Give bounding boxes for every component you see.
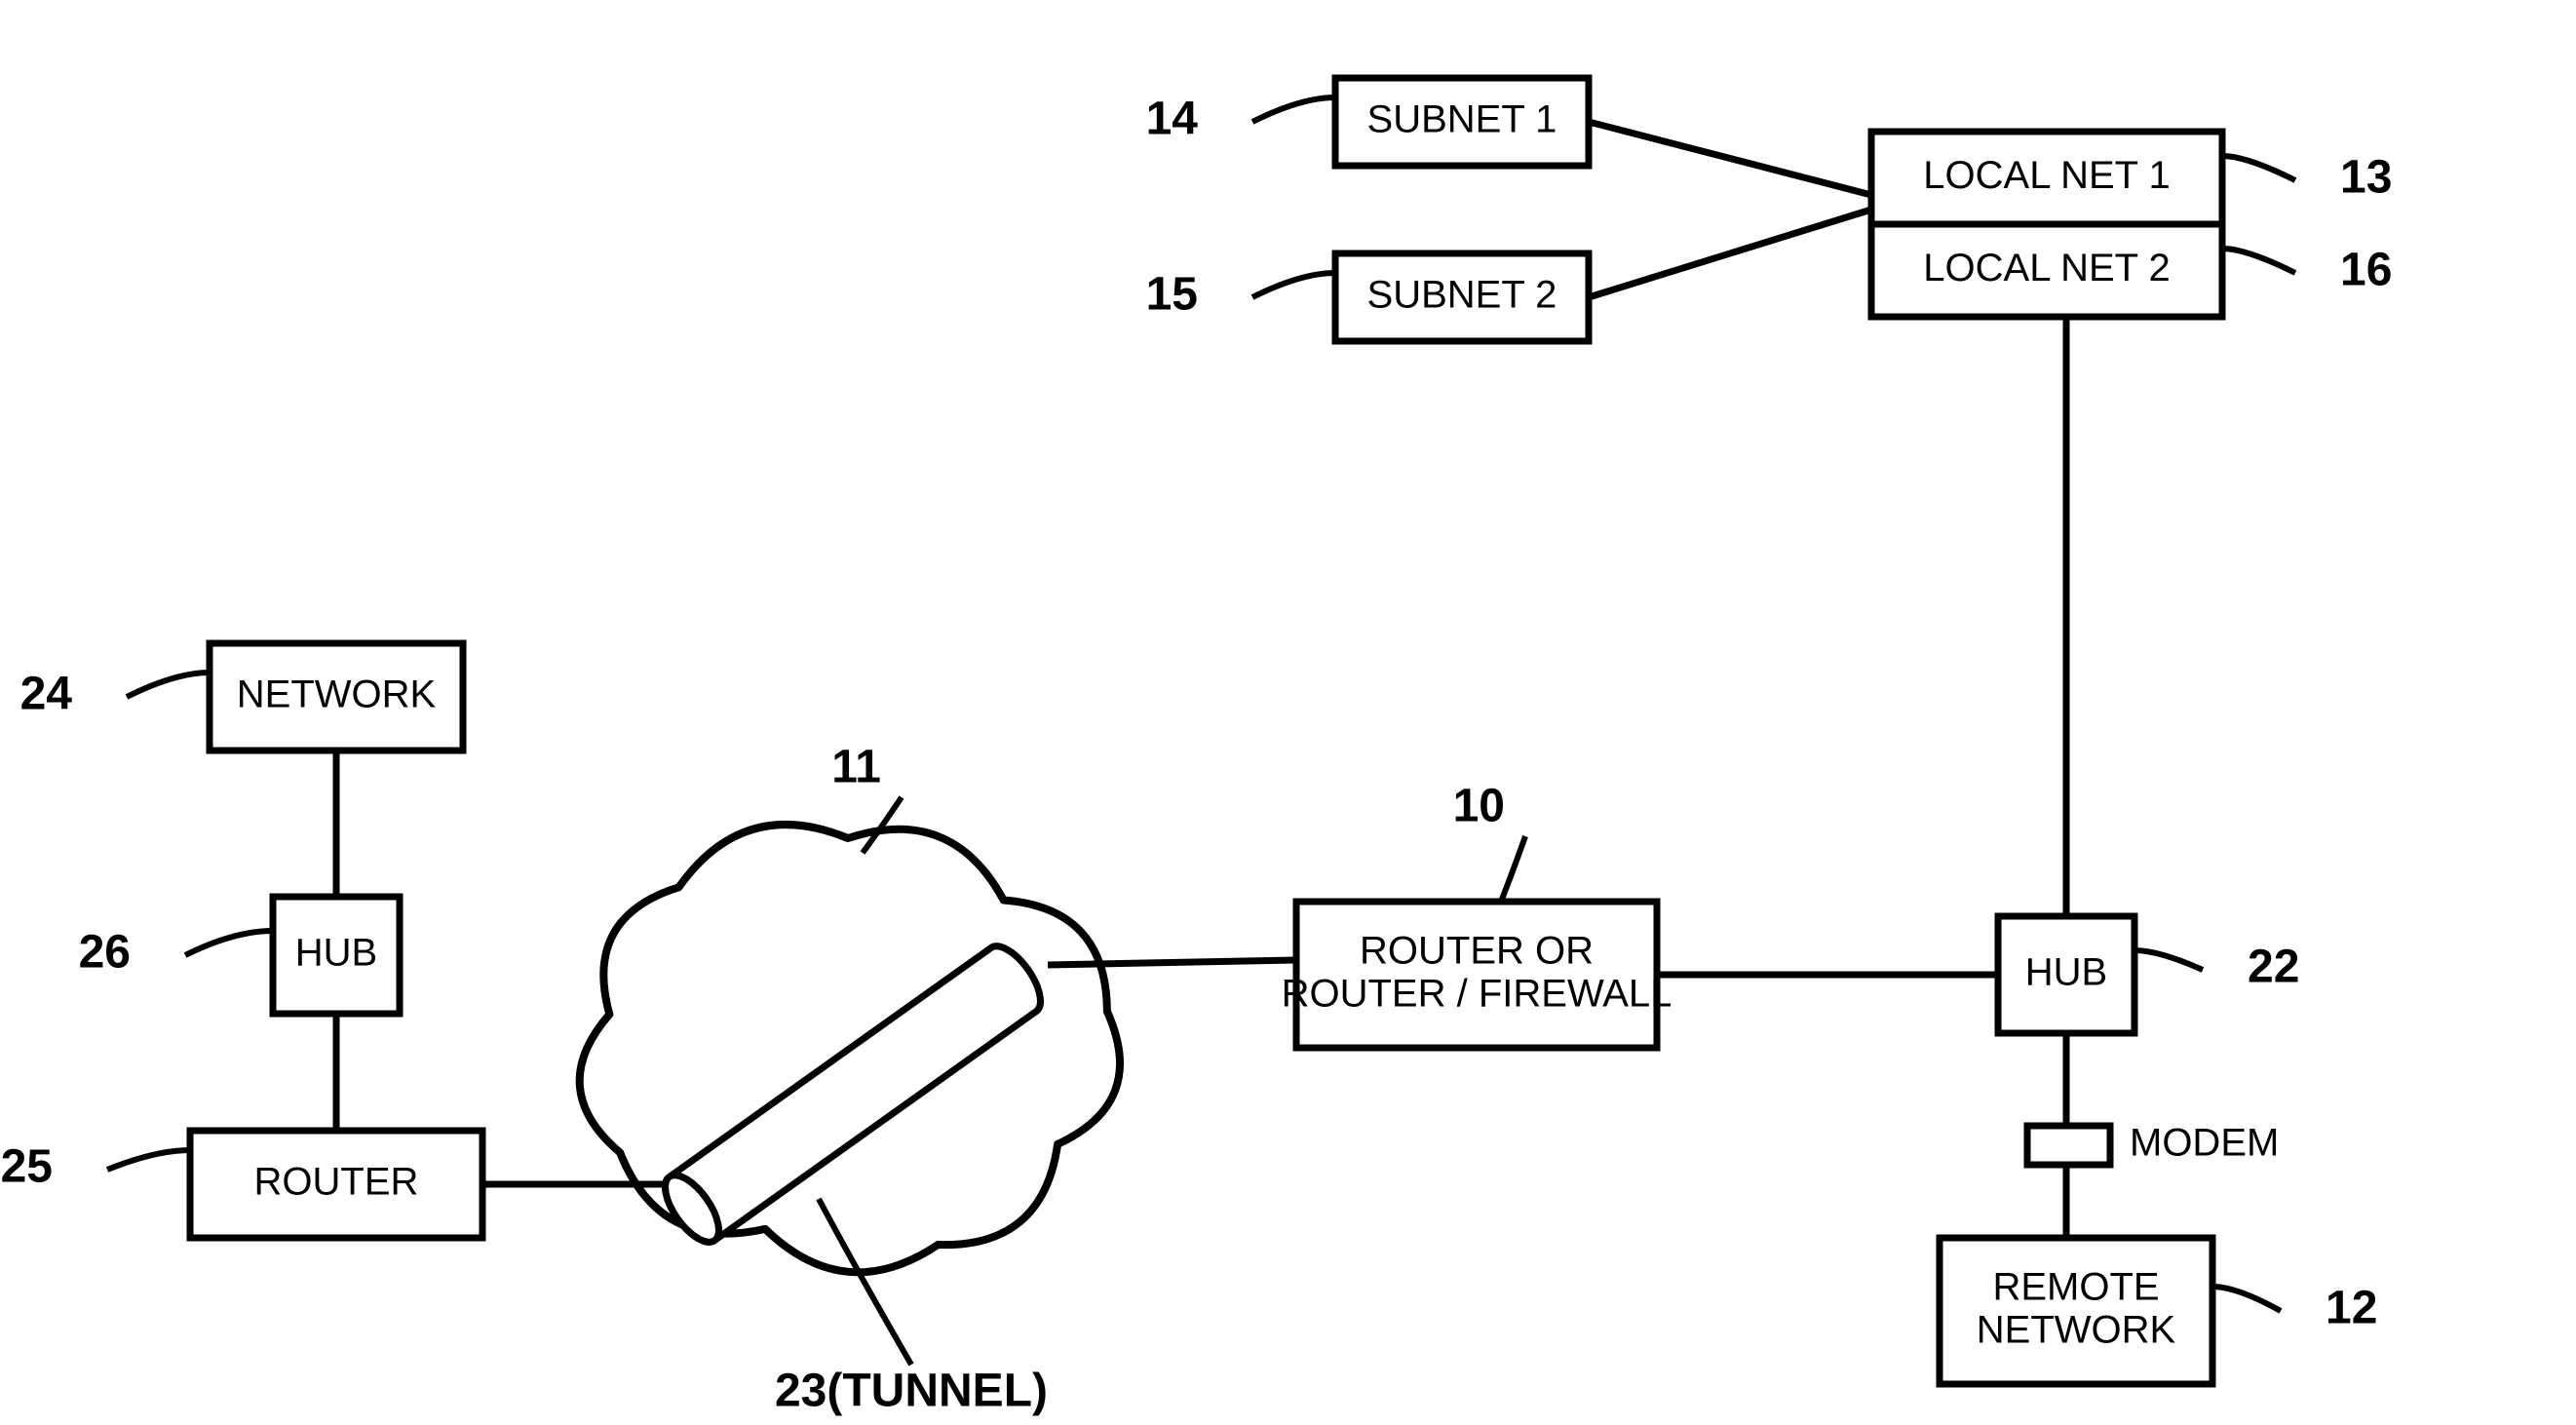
- node-subnet2: SUBNET 2: [1335, 253, 1589, 341]
- svg-text:16: 16: [2340, 245, 2392, 296]
- svg-text:LOCAL NET 2: LOCAL NET 2: [1923, 247, 2170, 289]
- svg-text:ROUTER OR: ROUTER OR: [1360, 930, 1594, 973]
- edge: [1589, 210, 1871, 297]
- node-local1: LOCAL NET 1: [1871, 132, 2222, 224]
- node-local2: LOCAL NET 2: [1871, 224, 2222, 317]
- svg-text:14: 14: [1146, 94, 1199, 145]
- svg-text:11: 11: [831, 742, 881, 793]
- svg-text:HUB: HUB: [2025, 951, 2107, 994]
- ref-12: 12: [2212, 1283, 2377, 1334]
- node-hub22: HUB: [1998, 916, 2134, 1033]
- node-remote: REMOTENETWORK: [1940, 1238, 2212, 1384]
- svg-text:23(TUNNEL): 23(TUNNEL): [775, 1366, 1048, 1417]
- svg-text:10: 10: [1453, 781, 1505, 832]
- svg-text:13: 13: [2340, 152, 2392, 204]
- svg-text:LOCAL NET 1: LOCAL NET 1: [1923, 154, 2170, 197]
- svg-text:HUB: HUB: [295, 932, 377, 975]
- node-router25: ROUTER: [190, 1131, 482, 1238]
- svg-text:SUBNET 1: SUBNET 1: [1367, 98, 1557, 141]
- svg-text:ROUTER / FIREWALL: ROUTER / FIREWALL: [1282, 973, 1672, 1016]
- ref-14: 14: [1146, 94, 1335, 145]
- edge: [1048, 960, 1296, 965]
- ref-25: 25: [1, 1141, 190, 1193]
- svg-text:26: 26: [79, 927, 131, 979]
- svg-text:SUBNET 2: SUBNET 2: [1367, 274, 1557, 317]
- node-hub26: HUB: [273, 897, 400, 1014]
- node-network: NETWORK: [210, 643, 463, 751]
- svg-text:ROUTER: ROUTER: [254, 1161, 419, 1204]
- ref-26: 26: [79, 927, 273, 979]
- svg-text:MODEM: MODEM: [2130, 1122, 2279, 1165]
- svg-text:NETWORK: NETWORK: [1977, 1309, 2176, 1352]
- ref-13: 13: [2222, 152, 2392, 204]
- ref-22: 22: [2134, 942, 2299, 993]
- ref-16: 16: [2222, 245, 2392, 296]
- node-modem: MODEM: [2027, 1122, 2279, 1165]
- svg-text:NETWORK: NETWORK: [237, 674, 437, 716]
- svg-text:22: 22: [2248, 942, 2299, 993]
- ref-10: 10: [1453, 781, 1525, 902]
- ref-24: 24: [20, 669, 210, 720]
- svg-text:24: 24: [20, 669, 73, 720]
- svg-text:REMOTE: REMOTE: [1992, 1266, 2159, 1309]
- svg-text:12: 12: [2326, 1283, 2377, 1334]
- ref-15: 15: [1146, 269, 1335, 321]
- node-subnet1: SUBNET 1: [1335, 78, 1589, 166]
- svg-text:15: 15: [1146, 269, 1198, 321]
- svg-text:25: 25: [1, 1141, 53, 1193]
- node-router10: ROUTER ORROUTER / FIREWALL: [1282, 902, 1672, 1048]
- edge: [1589, 122, 1871, 195]
